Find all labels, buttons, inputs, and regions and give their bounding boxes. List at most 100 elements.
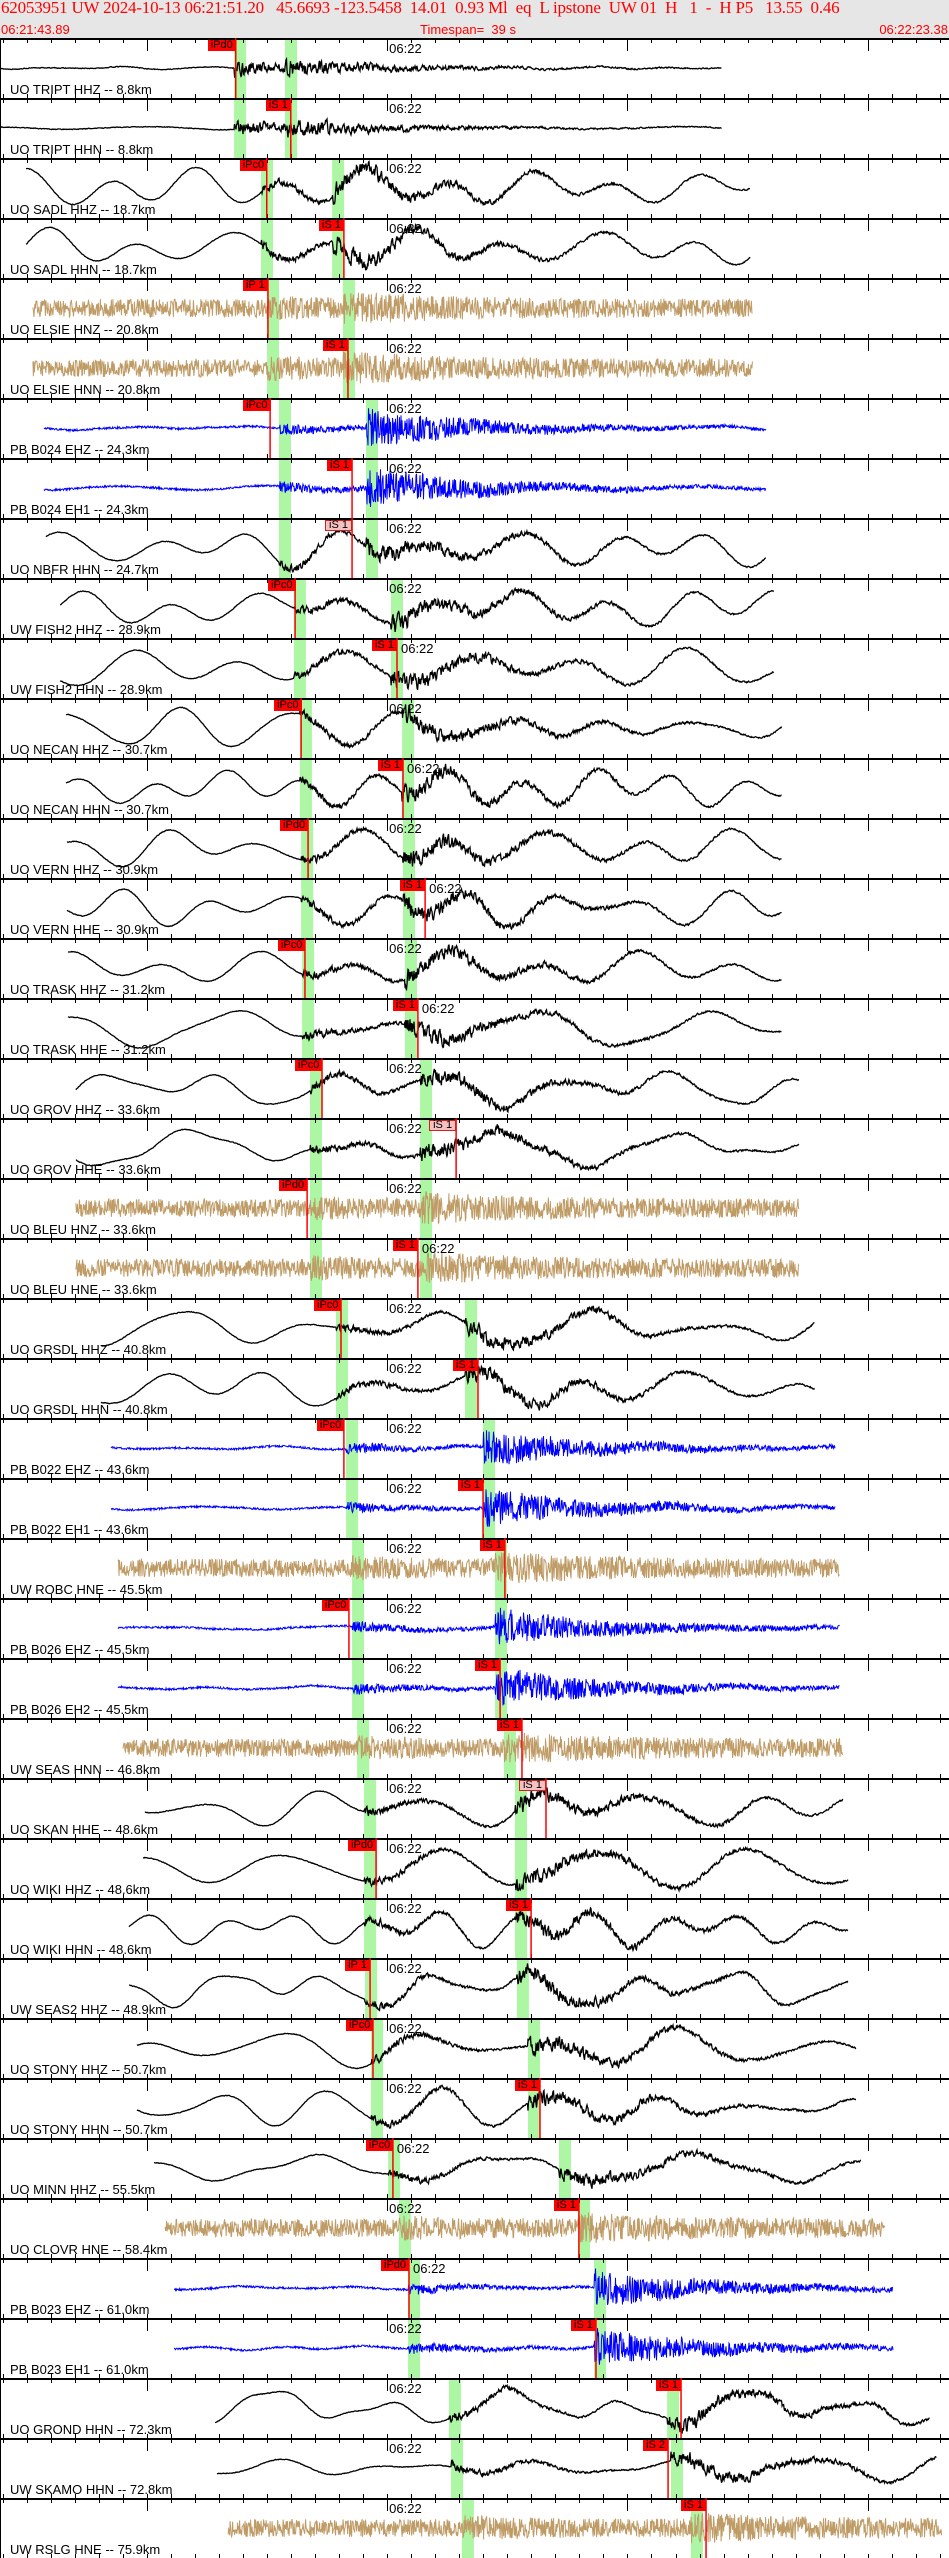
minute-label: 06:22 xyxy=(389,1781,422,1796)
channel-panel[interactable]: iS 1 06:22 UW RSLG HNE -- 75.9km xyxy=(0,2498,949,2558)
channel-panel[interactable]: iS 2 06:22 UW SKAMO HHN -- 72.8km xyxy=(0,2438,949,2498)
channel-label: PB B024 EH1 -- 24.3km xyxy=(10,502,149,517)
phase-pick-label[interactable]: iS 1 xyxy=(429,1120,457,1131)
channel-panel[interactable]: iPd0 06:22 UO WIKI HHZ -- 48.6km xyxy=(0,1838,949,1898)
channel-panel[interactable]: iS 1 06:22 PB B022 EH1 -- 43.6km xyxy=(0,1478,949,1538)
phase-pick-label[interactable]: iPc0 xyxy=(345,2020,374,2031)
channel-panel[interactable]: iPc0 06:22 PB B024 EHZ -- 24.3km xyxy=(0,398,949,458)
phase-pick-label[interactable]: iS 1 xyxy=(265,100,291,111)
phase-pick-label[interactable]: iPc0 xyxy=(365,2140,394,2151)
channel-panel[interactable]: iPc0 06:22 PB B022 EHZ -- 43.6km xyxy=(0,1418,949,1478)
phase-pick-label[interactable]: iPd0 xyxy=(280,820,309,831)
phase-pick-label[interactable]: iS 1 xyxy=(371,640,397,651)
phase-pick-label[interactable]: iS 1 xyxy=(518,1780,546,1791)
channel-panel[interactable]: iPc0 06:22 UO NECAN HHZ -- 30.7km xyxy=(0,698,949,758)
phase-pick-label[interactable]: iPc0 xyxy=(277,940,306,951)
channel-panel[interactable]: iS 1 06:22 UO GRSDL HHN -- 40.8km xyxy=(0,1358,949,1418)
channel-panel[interactable]: iS 1 06:22 UO TRIPT HHN -- 8.8km xyxy=(0,98,949,158)
channel-panel[interactable]: iP 1 06:22 UO ELSIE HNZ -- 20.8km xyxy=(0,278,949,338)
phase-pick-label[interactable]: iS 2 xyxy=(643,2440,669,2451)
phase-pick-label[interactable]: iS 1 xyxy=(681,2500,706,2511)
phase-pick-label[interactable]: iS 1 xyxy=(318,220,344,231)
channel-panel[interactable]: iS 1 06:22 UO STONY HHN -- 50.7km xyxy=(0,2078,949,2138)
channel-panel[interactable]: iPd0 06:22 UO VERN HHZ -- 30.9km xyxy=(0,818,949,878)
phase-pick-label[interactable]: iS 1 xyxy=(514,2080,540,2091)
phase-pick-label[interactable]: iS 1 xyxy=(656,2380,682,2391)
channel-panel[interactable]: iS 1 06:22 PB B023 EH1 -- 61.0km xyxy=(0,2318,949,2378)
minute-label: 06:22 xyxy=(389,1421,422,1436)
channel-panel[interactable]: iS 1 06:22 PB B024 EH1 -- 24.3km xyxy=(0,458,949,518)
phase-pick-label[interactable]: iS 1 xyxy=(458,1480,483,1491)
channel-panel[interactable]: iS 1 06:22 UO GROV HHE -- 33.6km xyxy=(0,1118,949,1178)
phase-pick-label[interactable]: iPc0 xyxy=(243,400,271,411)
channel-panel[interactable]: iPd0 06:22 PB B023 EHZ -- 61.0km xyxy=(0,2258,949,2318)
waveform-trace xyxy=(216,2451,937,2486)
channel-panel[interactable]: iS 1 06:22 UW ROBC HNE -- 45.5km xyxy=(0,1538,949,1598)
phase-pick-label[interactable]: iS 1 xyxy=(327,460,353,471)
channel-panel[interactable]: iPc0 06:22 UO GROV HHZ -- 33.6km xyxy=(0,1058,949,1118)
waveform-trace xyxy=(67,1008,782,1050)
phase-pick-label[interactable]: iS 1 xyxy=(392,1000,418,1011)
phase-pick-label[interactable]: iPc0 xyxy=(239,160,268,171)
phase-pick-label[interactable]: iPc0 xyxy=(295,1060,323,1071)
waveform-trace xyxy=(75,1191,800,1225)
phase-pick-label[interactable]: iP 1 xyxy=(345,1960,370,1971)
phase-pick-label[interactable]: iS 1 xyxy=(553,2200,579,2211)
channel-panel[interactable]: iS 1 06:22 UO SKAN HHE -- 48.6km xyxy=(0,1778,949,1838)
channel-panel[interactable]: iPc0 06:22 UO MINN HHZ -- 55.5km xyxy=(0,2138,949,2198)
phase-pick-label[interactable]: iPc0 xyxy=(268,580,296,591)
phase-pick-label[interactable]: iPc0 xyxy=(274,700,302,711)
phase-pick-label[interactable]: iS 1 xyxy=(570,2320,596,2331)
phase-pick-label[interactable]: iPc0 xyxy=(321,1600,350,1611)
event-summary: 62053951 UW 2024-10-13 06:21:51.20 45.66… xyxy=(1,0,840,17)
phase-pick-label[interactable]: iPd0 xyxy=(279,1180,308,1191)
channel-label: UO BLEU HNZ -- 33.6km xyxy=(10,1222,156,1237)
phase-pick-label[interactable]: iPd0 xyxy=(348,1840,377,1851)
phase-pick-label[interactable]: iS 1 xyxy=(322,340,348,351)
phase-pick-label[interactable]: iPd0 xyxy=(207,40,236,51)
channel-panel[interactable]: iS 1 06:22 UO WIKI HHN -- 48.6km xyxy=(0,1898,949,1958)
channel-panel[interactable]: iP 1 06:22 UW SEAS2 HHZ -- 48.9km xyxy=(0,1958,949,2018)
phase-pick-label[interactable]: iS 1 xyxy=(400,880,426,891)
phase-pick-label[interactable]: iS 1 xyxy=(392,1240,418,1251)
channel-panel[interactable]: iS 1 06:22 UW FISH2 HHN -- 28.9km xyxy=(0,638,949,698)
phase-pick-label[interactable]: iS 1 xyxy=(452,1360,478,1371)
channel-panel[interactable]: iPc0 06:22 UO STONY HHZ -- 50.7km xyxy=(0,2018,949,2078)
event-header: 62053951 UW 2024-10-13 06:21:51.20 45.66… xyxy=(0,0,949,38)
channel-panel[interactable]: iS 1 06:22 UO ELSIE HNN -- 20.8km xyxy=(0,338,949,398)
channel-panel[interactable]: iS 1 06:22 UO VERN HHE -- 30.9km xyxy=(0,878,949,938)
minute-label: 06:22 xyxy=(389,401,422,416)
phase-pick-label[interactable]: iS 1 xyxy=(475,1660,501,1671)
predicted-phase-window xyxy=(299,758,312,818)
phase-pick-label[interactable]: iP 1 xyxy=(242,280,268,291)
phase-pick-label[interactable]: iPc0 xyxy=(314,1300,342,1311)
channel-panel[interactable]: iS 1 06:22 PB B026 EH2 -- 45.5km xyxy=(0,1658,949,1718)
trace-plot xyxy=(0,1358,949,1418)
channel-panel[interactable]: iS 1 06:22 UO TRASK HHE -- 31.2km xyxy=(0,998,949,1058)
channel-panel[interactable]: iPc0 06:22 UO GRSDL HHZ -- 40.8km xyxy=(0,1298,949,1358)
channel-panel[interactable]: iPc0 06:22 PB B026 EHZ -- 45.5km xyxy=(0,1598,949,1658)
phase-pick-label[interactable]: iS 1 xyxy=(325,520,353,531)
channel-panel[interactable]: iPc0 06:22 UO SADL HHZ -- 18.7km xyxy=(0,158,949,218)
channel-panel[interactable]: iS 1 06:22 UO NBFR HHN -- 24.7km xyxy=(0,518,949,578)
phase-pick-label[interactable]: iPd0 xyxy=(381,2260,410,2271)
phase-pick-label[interactable]: iS 1 xyxy=(479,1540,505,1551)
channel-panel[interactable]: iS 1 06:22 UO NECAN HHN -- 30.7km xyxy=(0,758,949,818)
channel-panel[interactable]: iPc0 06:22 UW FISH2 HHZ -- 28.9km xyxy=(0,578,949,638)
channel-panel[interactable]: iS 1 06:22 UO GROND HHN -- 72.3km xyxy=(0,2378,949,2438)
phase-pick-label[interactable]: iS 1 xyxy=(378,760,403,771)
minute-label: 06:22 xyxy=(389,2201,422,2216)
minute-label: 06:22 xyxy=(389,341,422,356)
channel-panel[interactable]: iPd0 06:22 UO BLEU HNZ -- 33.6km xyxy=(0,1178,949,1238)
phase-pick-label[interactable]: iPc0 xyxy=(316,1420,345,1431)
minute-label: 06:22 xyxy=(389,2081,422,2096)
channel-panel[interactable]: iPd0 06:22 UO TRIPT HHZ -- 8.8km xyxy=(0,38,949,98)
channel-panel[interactable]: iS 1 06:22 UO BLEU HNE -- 33.6km xyxy=(0,1238,949,1298)
trace-plot xyxy=(0,218,949,278)
channel-panel[interactable]: iS 1 06:22 UW SEAS HNN -- 46.8km xyxy=(0,1718,949,1778)
phase-pick-label[interactable]: iS 1 xyxy=(506,1900,532,1911)
channel-panel[interactable]: iS 1 06:22 UO SADL HHN -- 18.7km xyxy=(0,218,949,278)
phase-pick-label[interactable]: iS 1 xyxy=(496,1720,522,1731)
channel-panel[interactable]: iS 1 06:22 UO CLOVR HNE -- 58.4km xyxy=(0,2198,949,2258)
channel-panel[interactable]: iPc0 06:22 UO TRASK HHZ -- 31.2km xyxy=(0,938,949,998)
